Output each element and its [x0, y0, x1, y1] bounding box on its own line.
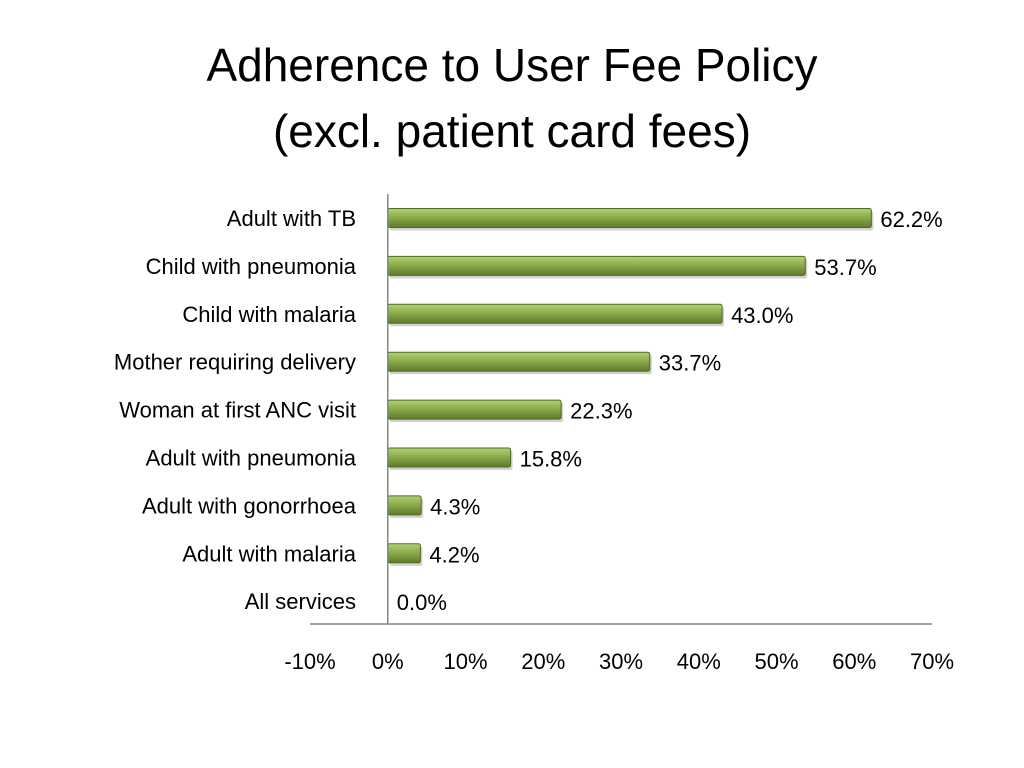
chart-title: Adherence to User Fee Policy (excl. pati… [0, 32, 1024, 164]
x-tick-label: 40% [677, 649, 721, 674]
bar [387, 495, 422, 516]
category-label: Child with pneumonia [146, 254, 357, 279]
category-label: Woman at first ANC visit [119, 398, 356, 423]
category-label: Adult with TB [227, 206, 356, 231]
category-label: All services [245, 589, 356, 614]
title-line-1: Adherence to User Fee Policy [206, 39, 818, 91]
category-label: Adult with pneumonia [146, 446, 357, 471]
title-line-2: (excl. patient card fees) [272, 105, 752, 157]
category-label: Child with malaria [182, 302, 356, 327]
value-label: 53.7% [814, 255, 876, 280]
x-tick-label: 20% [521, 649, 565, 674]
x-tick-label: 60% [832, 649, 876, 674]
value-label: 43.0% [731, 303, 793, 328]
value-label: 4.2% [429, 542, 479, 567]
x-tick-label: 30% [599, 649, 643, 674]
value-label: 4.3% [430, 494, 480, 519]
axes-layer [310, 194, 932, 625]
bar [387, 543, 421, 564]
bar [387, 351, 651, 372]
x-tick-label: 50% [754, 649, 798, 674]
value-label: 0.0% [397, 590, 447, 615]
x-tick-label: -10% [284, 649, 335, 674]
bar [387, 255, 806, 276]
value-label: 62.2% [880, 207, 942, 232]
bar [387, 208, 872, 228]
x-tick-label: 70% [910, 649, 954, 674]
labels-layer: Adult with TB 62.2% Child with pneumonia 53… [114, 206, 954, 674]
x-tick-label: 0% [372, 649, 404, 674]
value-label: 15.8% [520, 447, 582, 472]
value-label: 33.7% [659, 351, 721, 376]
bar [387, 447, 512, 468]
category-label: Mother requiring delivery [114, 350, 356, 375]
category-label: Adult with malaria [182, 541, 356, 566]
bar [387, 399, 562, 420]
category-label: Adult with gonorrhoea [142, 493, 357, 518]
value-label: 22.3% [570, 399, 632, 424]
x-tick-label: 10% [443, 649, 487, 674]
bar [387, 303, 723, 324]
bars-layer [387, 208, 874, 566]
